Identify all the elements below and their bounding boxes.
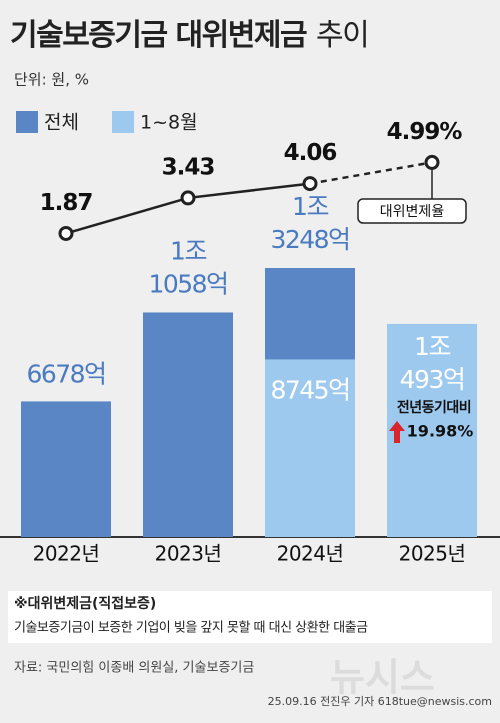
- line-value-label: 3.43: [162, 154, 215, 180]
- legend-swatch: [112, 111, 134, 133]
- line-legend-box: [357, 198, 467, 224]
- source: 자료: 국민의힘 이종배 의원실, 기술보증기금: [14, 661, 254, 676]
- line-dashed: [309, 161, 433, 185]
- unit: 단위: 원, %: [14, 71, 89, 89]
- note-box: [8, 591, 492, 643]
- value-label-line: 1조: [170, 236, 206, 265]
- line-point: [58, 225, 74, 241]
- line-value-label: 4.06: [284, 140, 337, 166]
- bar: [143, 312, 233, 537]
- value-label: 1조 493억: [400, 332, 465, 394]
- value-label-line: 1조: [414, 332, 450, 361]
- chart-title: 기술보증기금 대위변제금 추이: [10, 18, 368, 53]
- note-title: ※대위변제금(직접보증): [14, 595, 156, 612]
- legend-swatch: [16, 111, 38, 133]
- value-label-line: 6678억: [26, 359, 105, 388]
- line-point: [424, 154, 440, 170]
- x-tick-label: 2025년: [399, 542, 466, 566]
- yoy-value: 19.98%: [407, 422, 474, 441]
- yoy-arrow: [389, 421, 405, 443]
- value-label-line: 1조: [292, 192, 328, 221]
- line-value-label: 1.87: [40, 190, 93, 216]
- value-label-line: 1058억: [148, 269, 227, 298]
- watermark: 뉴시스: [330, 656, 435, 700]
- value-label: 8745억: [270, 375, 349, 404]
- title-main: 기술보증기금 대위변제금: [10, 18, 307, 53]
- credit: 25.09.16 전진우 기자 618tue@newsis.com: [268, 695, 492, 708]
- x-tick-label: 2024년: [277, 542, 344, 566]
- legend-label: 1~8월: [140, 112, 198, 134]
- bar: [21, 401, 111, 537]
- note-text: 기술보증기금이 보증한 기업이 빚을 갚지 못할 때 대신 상환한 대출금: [14, 621, 368, 636]
- value-label-line: 3248억: [270, 225, 349, 254]
- legend-label: 전체: [44, 112, 79, 134]
- x-tick-label: 2022년: [33, 542, 100, 566]
- value-label-line: 8745억: [270, 375, 349, 404]
- line-point: [302, 176, 318, 192]
- bar: [265, 359, 355, 537]
- value-label: 1조 3248억: [270, 192, 349, 254]
- line-point: [180, 190, 196, 206]
- line-legend-label: 대위변제율: [380, 204, 445, 220]
- x-tick-label: 2023년: [155, 542, 222, 566]
- value-label-line: 493억: [400, 365, 465, 394]
- value-label: 6678억: [26, 359, 105, 388]
- value-label: 1조 1058억: [148, 236, 227, 298]
- line-value-label: 4.99%: [387, 119, 463, 145]
- title-tail: 추이: [316, 18, 368, 53]
- yoy-label: 전년동기대비: [397, 399, 471, 416]
